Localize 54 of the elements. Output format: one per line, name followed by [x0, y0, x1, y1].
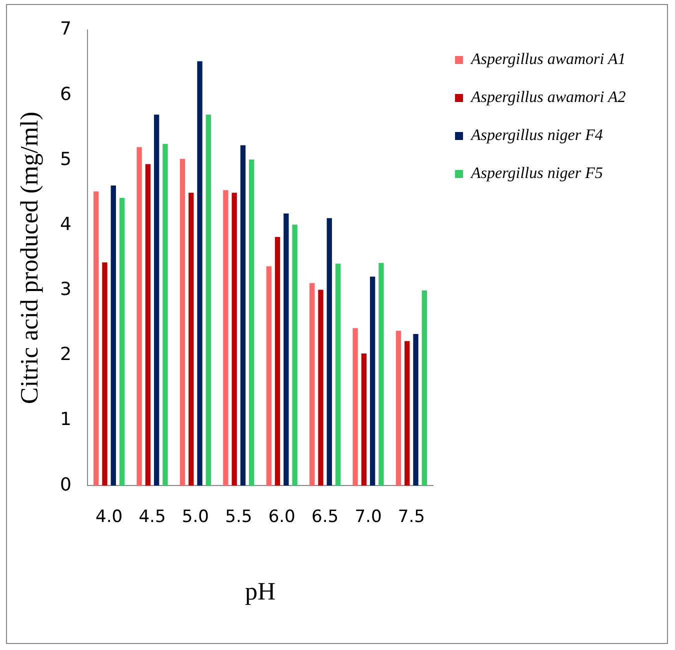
- bar: [326, 218, 332, 486]
- x-tick-label: 6.5: [312, 507, 339, 528]
- bar: [274, 236, 280, 486]
- y-tick-label: 1: [60, 409, 72, 430]
- y-tick-label: 3: [60, 279, 72, 300]
- bar: [266, 266, 272, 486]
- bar: [309, 283, 315, 486]
- bar: [180, 158, 186, 486]
- bar: [240, 145, 246, 486]
- bar: [335, 264, 341, 486]
- bar: [206, 114, 211, 486]
- legend-label: Aspergillus niger F4: [470, 127, 603, 144]
- bar: [404, 341, 410, 486]
- x-tick-label: 7.0: [354, 507, 382, 528]
- bar: [188, 192, 194, 486]
- bar: [396, 330, 402, 486]
- bar: [119, 198, 125, 486]
- bar: [361, 353, 367, 486]
- y-tick-label: 0: [60, 474, 72, 496]
- bar: [102, 262, 108, 486]
- bar: [94, 191, 99, 486]
- legend-label: Aspergillus awamori A2: [470, 89, 626, 106]
- bar: [197, 61, 202, 486]
- bar: [154, 114, 160, 486]
- legend-label: Aspergillus niger F5: [470, 165, 603, 182]
- bar: [413, 334, 418, 486]
- bar: [232, 192, 237, 486]
- bar: [370, 276, 376, 486]
- y-tick-label: 2: [60, 344, 72, 366]
- y-tick-label: 6: [60, 84, 72, 105]
- bar: [422, 290, 427, 486]
- bar: [318, 290, 324, 486]
- y-tick-label: 7: [60, 18, 72, 40]
- bar: [162, 144, 168, 486]
- x-axis-title: pH: [244, 578, 276, 606]
- y-tick-label: 4: [60, 214, 72, 235]
- bar: [378, 263, 384, 486]
- bar: [249, 160, 254, 486]
- y-axis-title: Citric acid produced (mg/ml): [16, 112, 44, 404]
- x-tick-label: 5.5: [225, 507, 252, 528]
- x-tick-label: 4.0: [96, 507, 123, 528]
- y-tick-label: 5: [60, 148, 72, 170]
- bar: [284, 214, 289, 486]
- x-tick-label: 5.0: [182, 507, 209, 528]
- bar: [223, 190, 228, 486]
- bar: [145, 164, 151, 486]
- bar: [352, 328, 358, 486]
- x-tick-label: 6.0: [268, 507, 296, 528]
- bar: [292, 224, 298, 486]
- x-tick-label: 7.5: [398, 507, 425, 528]
- bar: [110, 186, 116, 486]
- x-tick-label: 4.5: [138, 507, 166, 528]
- bar: [136, 147, 142, 486]
- legend-label: Aspergillus awamori A1: [470, 51, 626, 68]
